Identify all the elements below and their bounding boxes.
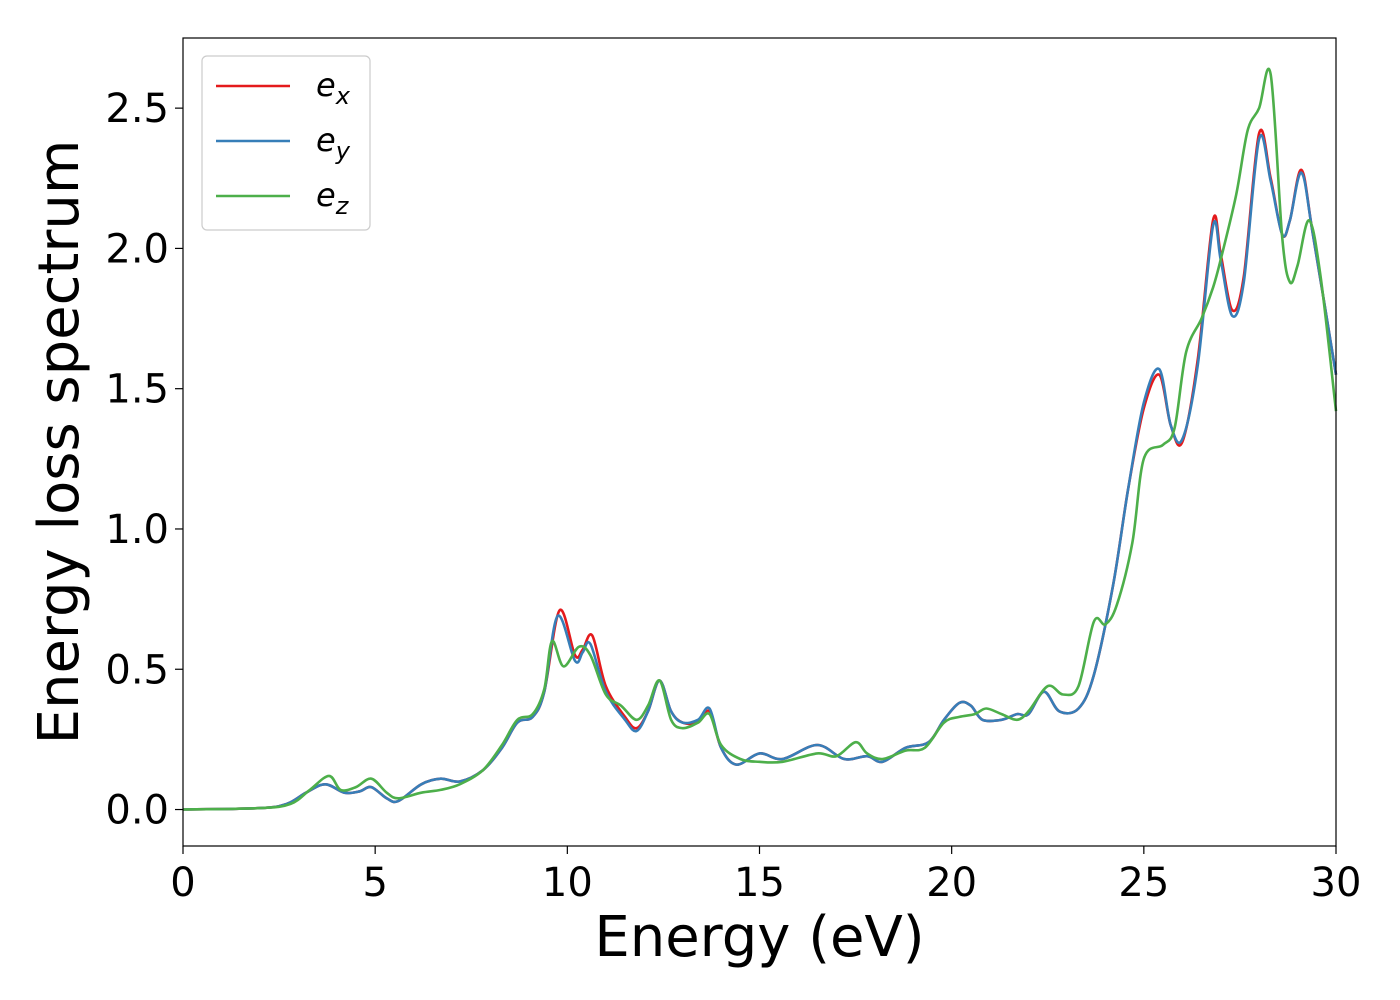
x-tick-label: 0 [170,860,195,906]
y-tick-label: 2.0 [105,226,169,272]
y-tick-label: 0.0 [105,788,169,834]
x-tick-label: 20 [926,860,977,906]
x-axis-title: Energy (eV) [594,905,924,970]
series-layer [182,67,1338,811]
y-tick-label: 1.5 [105,367,169,413]
y-tick-label: 1.0 [105,507,169,553]
x-tick-label: 10 [542,860,593,906]
x-tick-label: 15 [734,860,785,906]
x-axis: 0 5 10 15 20 25 30 [170,846,1361,906]
legend-box [201,55,371,231]
x-tick-label: 25 [1118,860,1169,906]
x-tick-label: 5 [362,860,387,906]
y-tick-label: 0.5 [105,647,169,693]
x-tick-label: 30 [1311,860,1362,906]
y-tick-label: 2.5 [105,86,169,132]
series-line-z [182,67,1338,811]
series-line-y [182,134,1338,811]
y-axis: 0.0 0.5 1.0 1.5 2.0 2.5 [105,86,183,834]
y-axis-title: Energy loss spectrum [27,140,92,745]
